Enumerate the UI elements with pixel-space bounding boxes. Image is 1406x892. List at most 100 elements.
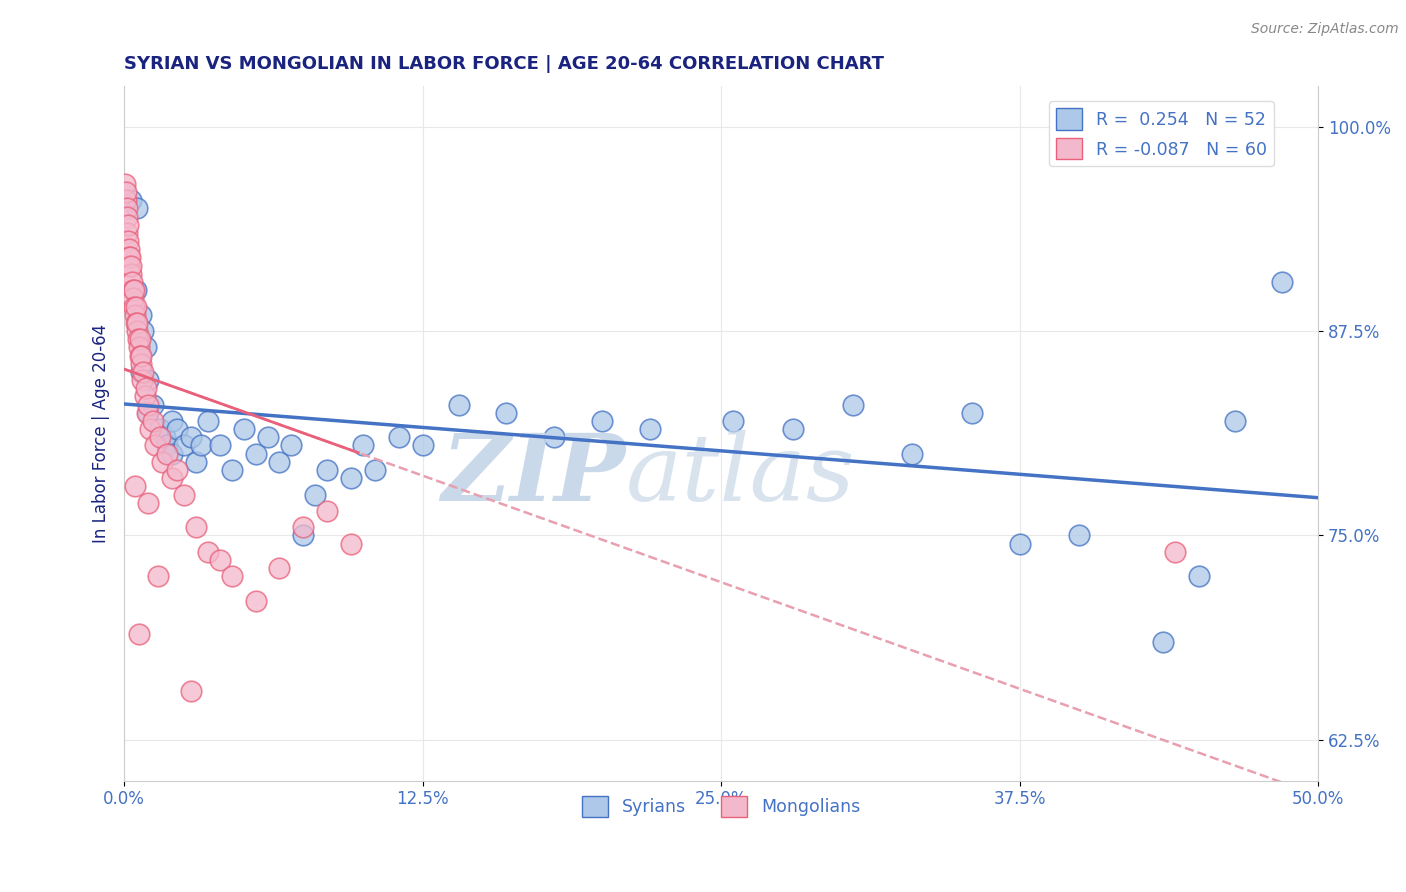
Point xyxy=(160,471,183,485)
Point xyxy=(129,357,152,371)
Point xyxy=(1188,569,1211,583)
Point xyxy=(197,545,219,559)
Point xyxy=(121,283,143,297)
Point xyxy=(134,389,156,403)
Point xyxy=(125,324,148,338)
Point xyxy=(120,251,142,265)
Point xyxy=(122,291,145,305)
Point xyxy=(173,438,195,452)
Point xyxy=(128,626,150,640)
Point xyxy=(1271,275,1294,289)
Point xyxy=(208,438,231,452)
Point xyxy=(340,471,363,485)
Point xyxy=(115,185,138,199)
Point xyxy=(122,283,145,297)
Point xyxy=(638,422,661,436)
Point xyxy=(1069,528,1091,542)
Point xyxy=(221,569,243,583)
Point xyxy=(180,683,202,698)
Text: SYRIAN VS MONGOLIAN IN LABOR FORCE | AGE 20-64 CORRELATION CHART: SYRIAN VS MONGOLIAN IN LABOR FORCE | AGE… xyxy=(124,55,884,73)
Point xyxy=(117,242,139,256)
Point xyxy=(197,414,219,428)
Point xyxy=(122,300,145,314)
Point xyxy=(160,447,183,461)
Point xyxy=(117,234,139,248)
Point xyxy=(208,553,231,567)
Point xyxy=(136,373,159,387)
Point xyxy=(128,332,150,346)
Text: ZIP: ZIP xyxy=(441,430,626,520)
Point xyxy=(340,536,363,550)
Point xyxy=(190,438,212,452)
Point xyxy=(121,275,143,289)
Point xyxy=(156,447,179,461)
Point xyxy=(139,422,162,436)
Point xyxy=(129,308,152,322)
Point xyxy=(136,496,159,510)
Point xyxy=(412,438,434,452)
Point xyxy=(124,479,146,493)
Point xyxy=(841,398,863,412)
Point xyxy=(129,349,152,363)
Point xyxy=(125,283,148,297)
Point xyxy=(388,430,411,444)
Point xyxy=(125,316,148,330)
Point xyxy=(543,430,565,444)
Point xyxy=(221,463,243,477)
Point xyxy=(142,398,165,412)
Point xyxy=(118,251,141,265)
Point xyxy=(120,267,142,281)
Point xyxy=(495,406,517,420)
Text: Source: ZipAtlas.com: Source: ZipAtlas.com xyxy=(1251,22,1399,37)
Point xyxy=(316,463,339,477)
Point xyxy=(166,422,188,436)
Point xyxy=(115,202,138,216)
Point xyxy=(118,259,141,273)
Point xyxy=(124,308,146,322)
Point xyxy=(1152,634,1174,648)
Point xyxy=(131,373,153,387)
Point xyxy=(160,414,183,428)
Point xyxy=(280,438,302,452)
Point xyxy=(901,447,924,461)
Point xyxy=(292,520,315,534)
Point xyxy=(256,430,278,444)
Point xyxy=(269,455,291,469)
Text: atlas: atlas xyxy=(626,430,855,520)
Point xyxy=(184,455,207,469)
Point xyxy=(166,463,188,477)
Point xyxy=(127,202,149,216)
Point xyxy=(143,438,166,452)
Point xyxy=(304,487,326,501)
Point xyxy=(135,340,157,354)
Point xyxy=(128,340,150,354)
Point xyxy=(127,316,149,330)
Legend: Syrians, Mongolians: Syrians, Mongolians xyxy=(575,789,868,824)
Point xyxy=(180,430,202,444)
Point xyxy=(1164,545,1187,559)
Point xyxy=(1223,414,1246,428)
Point xyxy=(149,430,172,444)
Point xyxy=(115,193,138,207)
Point xyxy=(721,414,744,428)
Y-axis label: In Labor Force | Age 20-64: In Labor Force | Age 20-64 xyxy=(93,324,110,543)
Point xyxy=(364,463,387,477)
Point xyxy=(153,430,176,444)
Point xyxy=(447,398,470,412)
Point xyxy=(292,528,315,542)
Point xyxy=(232,422,254,436)
Point xyxy=(125,300,148,314)
Point xyxy=(782,422,804,436)
Point xyxy=(117,226,139,240)
Point xyxy=(129,365,152,379)
Point xyxy=(173,487,195,501)
Point xyxy=(184,520,207,534)
Point xyxy=(245,447,267,461)
Point xyxy=(127,332,149,346)
Point xyxy=(135,381,157,395)
Point xyxy=(120,259,142,273)
Point xyxy=(132,365,155,379)
Point xyxy=(115,210,138,224)
Point xyxy=(146,569,169,583)
Point xyxy=(132,324,155,338)
